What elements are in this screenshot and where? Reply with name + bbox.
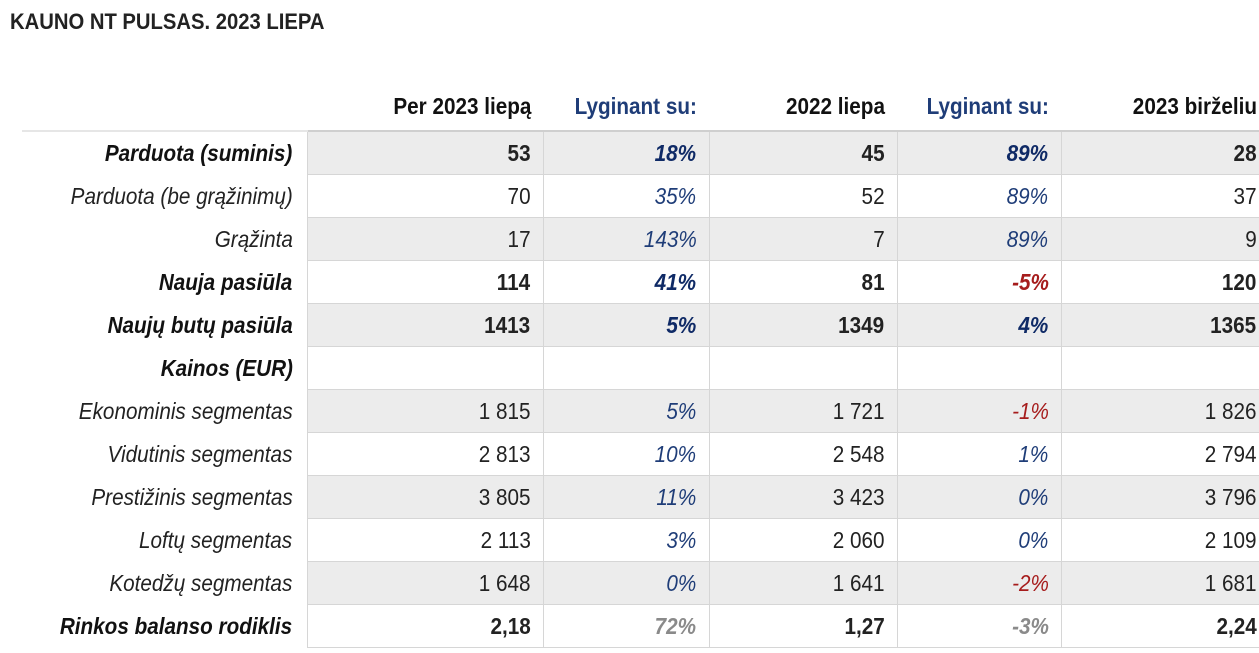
cell-last-month-value: 1 826: [1060, 389, 1259, 433]
cell-yoy-change: 41%: [542, 260, 710, 304]
cell-current-value: 1 815: [306, 389, 544, 433]
table-row: Naujų butų pasiūla 1413 5% 1349 4% 1365: [22, 303, 1259, 347]
cell-mom-change: -2%: [896, 561, 1062, 605]
row-label: Parduota (be grąžinimų): [70, 182, 293, 209]
header-last-month: 2023 birželiu: [1132, 92, 1257, 119]
cell-last-year-value: 2 060: [708, 518, 898, 562]
header-current-period: Per 2023 liepą: [392, 92, 531, 119]
cell-yoy-change: 35%: [542, 174, 710, 218]
cell-yoy-change: 5%: [542, 303, 710, 347]
table-row: Parduota (suminis) 53 18% 45 89% 28: [22, 130, 1259, 175]
cell-yoy-change: 18%: [542, 130, 710, 175]
cell-last-year-value: 81: [708, 260, 898, 304]
cell-mom-change: 4%: [896, 303, 1062, 347]
cell-last-month-value: 9: [1060, 217, 1259, 261]
cell-yoy-change: 0%: [542, 561, 710, 605]
page-title: KAUNO NT PULSAS. 2023 LIEPA: [10, 9, 325, 34]
cell-last-year-value: 1349: [708, 303, 898, 347]
cell-mom-change: -1%: [896, 389, 1062, 433]
cell-last-month-value: 120: [1060, 260, 1259, 304]
cell-last-month-value: 37: [1060, 174, 1259, 218]
row-label: Kainos (EUR): [160, 354, 293, 381]
cell-last-year-value: 52: [708, 174, 898, 218]
cell-current-value: 17: [306, 217, 544, 261]
cell-last-month-value: 2 794: [1060, 432, 1259, 476]
cell-last-month-value: 1365: [1060, 303, 1259, 347]
header-row: Per 2023 liepą Lyginant su: 2022 liepa L…: [22, 82, 1259, 131]
cell-yoy-change: 5%: [542, 389, 710, 433]
cell-current-value: 2 113: [306, 518, 544, 562]
cell-last-year-value: 2 548: [708, 432, 898, 476]
statistics-table: Per 2023 liepą Lyginant su: 2022 liepa L…: [22, 82, 1259, 648]
table-row: Ekonominis segmentas 1 815 5% 1 721 -1% 1 826: [22, 389, 1259, 433]
cell-mom-change: 0%: [896, 518, 1062, 562]
cell-mom-change: -3%: [896, 604, 1062, 648]
cell-last-year-value: 3 423: [708, 475, 898, 519]
cell-yoy-change: 11%: [542, 475, 710, 519]
cell-last-year-value: 7: [708, 217, 898, 261]
table-row: Vidutinis segmentas 2 813 10% 2 548 1% 2 794: [22, 432, 1259, 476]
row-label: Parduota (suminis): [22, 130, 307, 175]
row-label: Grąžinta: [214, 225, 293, 252]
cell-last-month-value: [1060, 346, 1259, 390]
table-row: Prestižinis segmentas 3 805 11% 3 423 0% 3 79…: [22, 475, 1259, 519]
table-row: Rinkos balanso rodiklis 2,18 72% 1,27 -3% 2,2…: [22, 604, 1259, 648]
cell-current-value: 1413: [306, 303, 544, 347]
table-row: Grąžinta 17 143% 7 89% 9: [22, 217, 1259, 261]
header-spacer: [22, 82, 307, 131]
cell-current-value: 53: [306, 130, 544, 175]
row-label: Kotedžų segmentas: [109, 569, 293, 596]
cell-current-value: 2,18: [306, 604, 544, 648]
cell-last-year-value: 1,27: [708, 604, 898, 648]
cell-last-year-value: 45: [708, 130, 898, 175]
cell-last-month-value: 1 681: [1060, 561, 1259, 605]
cell-current-value: 1 648: [306, 561, 544, 605]
table-row: Loftų segmentas 2 113 3% 2 060 0% 2 109: [22, 518, 1259, 562]
cell-current-value: 2 813: [306, 432, 544, 476]
cell-last-year-value: 1 721: [708, 389, 898, 433]
cell-mom-change: 0%: [896, 475, 1062, 519]
row-label: Prestižinis segmentas: [91, 483, 293, 510]
row-label: Nauja pasiūla: [159, 268, 293, 295]
cell-mom-change: 89%: [896, 130, 1062, 175]
cell-mom-change: 89%: [896, 217, 1062, 261]
cell-yoy-change: 143%: [542, 217, 710, 261]
cell-current-value: [306, 346, 544, 390]
cell-mom-change: 1%: [896, 432, 1062, 476]
cell-current-value: 114: [306, 260, 544, 304]
table-row: Nauja pasiūla 114 41% 81 -5% 120: [22, 260, 1259, 304]
row-label: Ekonominis segmentas: [78, 397, 293, 424]
cell-yoy-change: 3%: [542, 518, 710, 562]
cell-current-value: 70: [306, 174, 544, 218]
table-row: Kainos (EUR): [22, 346, 1259, 390]
cell-last-year-value: 1 641: [708, 561, 898, 605]
cell-current-value: 3 805: [306, 475, 544, 519]
cell-last-year-value: [708, 346, 898, 390]
cell-mom-change: 89%: [896, 174, 1062, 218]
cell-last-month-value: 2 109: [1060, 518, 1259, 562]
header-compare-yoy: Lyginant su:: [574, 92, 697, 119]
cell-last-month-value: 3 796: [1060, 475, 1259, 519]
cell-yoy-change: 72%: [542, 604, 710, 648]
table-row: Parduota (be grąžinimų) 70 35% 52 89% 37: [22, 174, 1259, 218]
row-label: Vidutinis segmentas: [107, 440, 293, 467]
cell-last-month-value: 2,24: [1060, 604, 1259, 648]
cell-yoy-change: [542, 346, 710, 390]
row-label: Naujų butų pasiūla: [107, 311, 293, 338]
row-label: Rinkos balanso rodiklis: [60, 612, 293, 639]
cell-last-month-value: 28: [1060, 130, 1259, 175]
cell-mom-change: -5%: [896, 260, 1062, 304]
table-row: Kotedžų segmentas 1 648 0% 1 641 -2% 1 681: [22, 561, 1259, 605]
header-compare-mom: Lyginant su:: [926, 92, 1049, 119]
cell-mom-change: [896, 346, 1062, 390]
cell-yoy-change: 10%: [542, 432, 710, 476]
header-last-year: 2022 liepa: [786, 92, 885, 119]
row-label: Loftų segmentas: [139, 526, 293, 553]
